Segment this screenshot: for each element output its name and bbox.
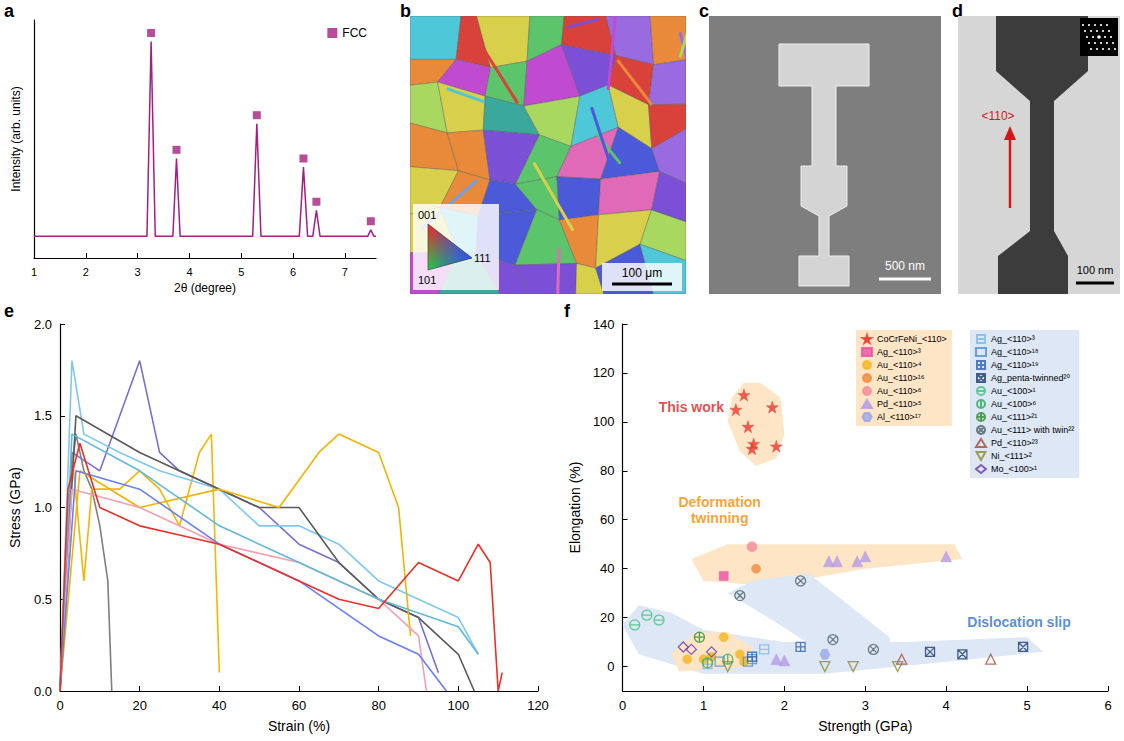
html-text:c: c — [699, 1, 709, 21]
svg-text:100 nm: 100 nm — [1077, 264, 1114, 276]
svg-text:001: 001 — [418, 209, 436, 221]
svg-text:3: 3 — [862, 698, 869, 713]
svg-text:40: 40 — [212, 698, 226, 713]
html-text:b: b — [400, 1, 411, 21]
svg-text:Ag_penta-twinned²⁰: Ag_penta-twinned²⁰ — [991, 373, 1071, 383]
svg-text:twinning: twinning — [691, 510, 749, 526]
svg-text:Ag_<110>³​: Ag_<110>³​ — [991, 334, 1035, 344]
svg-text:120: 120 — [593, 365, 615, 380]
svg-text:Pd_<110>²³: Pd_<110>²³ — [991, 438, 1038, 448]
svg-text:Dislocation slip: Dislocation slip — [967, 614, 1070, 630]
svg-text:100 μm: 100 μm — [622, 266, 662, 280]
svg-text:6: 6 — [290, 266, 296, 278]
svg-text:CoCrFeNi_<110>: CoCrFeNi_<110> — [877, 334, 947, 344]
svg-text:80: 80 — [371, 698, 385, 713]
svg-text:140: 140 — [593, 317, 615, 332]
svg-text:0.0: 0.0 — [34, 684, 52, 699]
svg-text:111: 111 — [474, 252, 491, 264]
svg-text:3: 3 — [135, 266, 141, 278]
html-text:a: a — [4, 1, 14, 21]
svg-text:Au_<111> with twin²²: Au_<111> with twin²² — [991, 425, 1074, 435]
svg-text:Intensity (arb. units): Intensity (arb. units) — [9, 86, 23, 191]
svg-text:120: 120 — [527, 698, 549, 713]
svg-text:2: 2 — [781, 698, 788, 713]
svg-text:1: 1 — [700, 698, 707, 713]
svg-text:Ag_<110>¹⁹: Ag_<110>¹⁹ — [991, 360, 1039, 370]
svg-text:Deformation: Deformation — [678, 494, 760, 510]
svg-text:2θ (degree): 2θ (degree) — [174, 281, 236, 295]
svg-text:80: 80 — [600, 463, 614, 478]
svg-text:This work: This work — [659, 399, 725, 415]
svg-text:<110>: <110> — [981, 109, 1014, 123]
svg-text:2: 2 — [83, 266, 89, 278]
svg-text:4: 4 — [943, 698, 950, 713]
svg-text:5: 5 — [238, 266, 244, 278]
svg-text:2.0: 2.0 — [34, 317, 52, 332]
svg-text:1.5: 1.5 — [34, 408, 52, 423]
svg-text:Au_<110>¹⁶: Au_<110>¹⁶ — [877, 373, 925, 383]
svg-text:Al_<110>¹⁷: Al_<110>¹⁷ — [877, 412, 921, 422]
svg-text:Ni_<111>²: Ni_<111>² — [991, 451, 1032, 461]
html-text:d: d — [952, 1, 963, 21]
svg-text:Au_<100>¹: Au_<100>¹ — [991, 386, 1036, 396]
svg-text:Au_<100>⁶: Au_<100>⁶ — [991, 399, 1037, 409]
html-text:f: f — [564, 301, 570, 321]
svg-text:Ag_<110>³: Ag_<110>³ — [877, 347, 921, 357]
svg-text:20: 20 — [132, 698, 146, 713]
svg-text:Au_<110>⁶: Au_<110>⁶ — [877, 386, 922, 396]
svg-text:20: 20 — [600, 610, 614, 625]
svg-text:100: 100 — [593, 414, 615, 429]
svg-text:0: 0 — [619, 698, 626, 713]
svg-text:Strain (%): Strain (%) — [268, 718, 330, 734]
svg-text:40: 40 — [600, 561, 614, 576]
svg-text:0.5: 0.5 — [34, 592, 52, 607]
svg-text:60: 60 — [292, 698, 306, 713]
html-text:e: e — [4, 301, 14, 321]
svg-text:100: 100 — [447, 698, 469, 713]
svg-text:Pd_<110>⁵: Pd_<110>⁵ — [877, 399, 922, 409]
svg-text:7: 7 — [342, 266, 348, 278]
svg-text:FCC: FCC — [342, 26, 367, 40]
svg-text:6: 6 — [1104, 698, 1111, 713]
svg-text:4: 4 — [186, 266, 192, 278]
svg-text:0: 0 — [56, 698, 63, 713]
svg-text:Ag_<110>¹⁸: Ag_<110>¹⁸ — [991, 347, 1039, 357]
svg-text:Au_<111>²¹: Au_<111>²¹ — [991, 412, 1037, 422]
svg-text:5: 5 — [1023, 698, 1030, 713]
svg-text:Elongation (%): Elongation (%) — [567, 462, 583, 554]
svg-text:0: 0 — [607, 659, 614, 674]
svg-text:Au_<110>⁴: Au_<110>⁴ — [877, 360, 922, 370]
svg-text:60: 60 — [600, 512, 614, 527]
svg-text:1.0: 1.0 — [34, 500, 52, 515]
svg-text:101: 101 — [418, 274, 436, 286]
svg-text:1: 1 — [31, 266, 37, 278]
svg-text:Mo_<100>¹: Mo_<100>¹ — [991, 464, 1037, 474]
svg-text:Stress (GPa): Stress (GPa) — [7, 467, 23, 548]
svg-text:Strength (GPa): Strength (GPa) — [818, 718, 912, 734]
svg-text:500 nm: 500 nm — [885, 259, 925, 273]
